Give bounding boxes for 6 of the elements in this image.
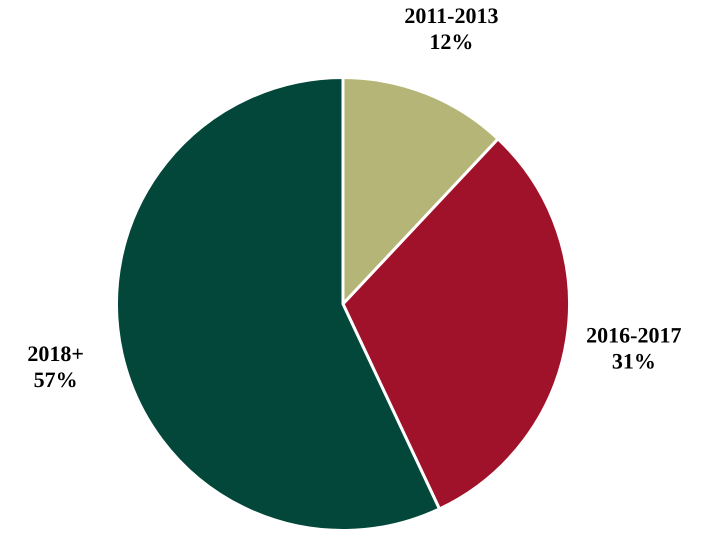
slice-label: 2011-2013 [404, 2, 498, 28]
data-label: 57% [34, 366, 78, 392]
slice-label: 2016-2017 [586, 322, 682, 348]
data-label: 31% [612, 348, 656, 374]
slice-label: 2018+ [27, 340, 84, 366]
data-label: 12% [429, 28, 474, 54]
